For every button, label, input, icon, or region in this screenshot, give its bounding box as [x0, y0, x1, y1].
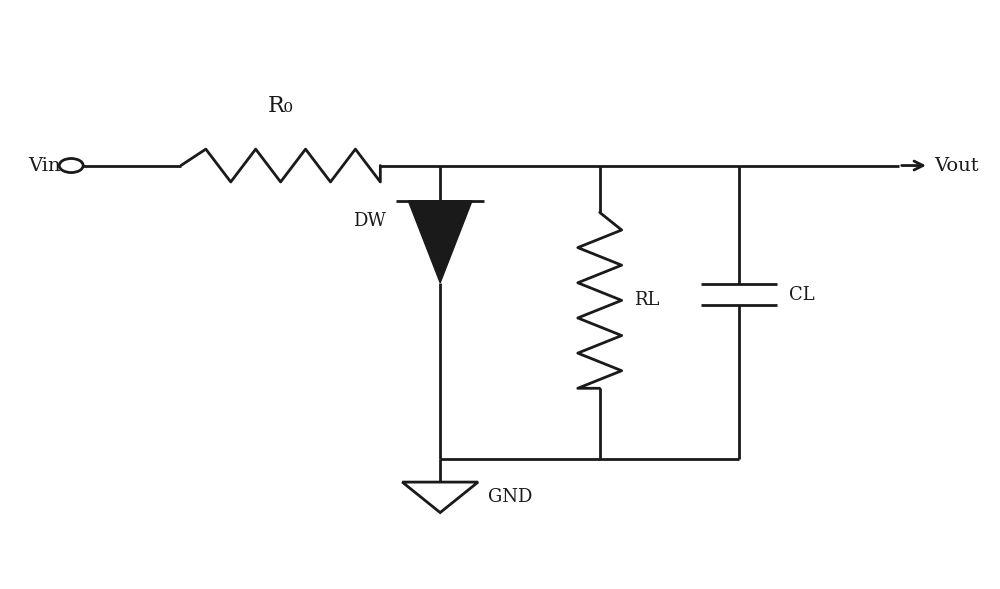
Polygon shape — [408, 201, 472, 283]
Text: RL: RL — [634, 292, 659, 309]
Text: GND: GND — [488, 488, 532, 507]
Text: CL: CL — [789, 286, 815, 303]
Text: Vin: Vin — [29, 157, 61, 174]
Text: R₀: R₀ — [268, 95, 293, 117]
Text: DW: DW — [353, 212, 386, 230]
Text: Vout: Vout — [934, 157, 978, 174]
